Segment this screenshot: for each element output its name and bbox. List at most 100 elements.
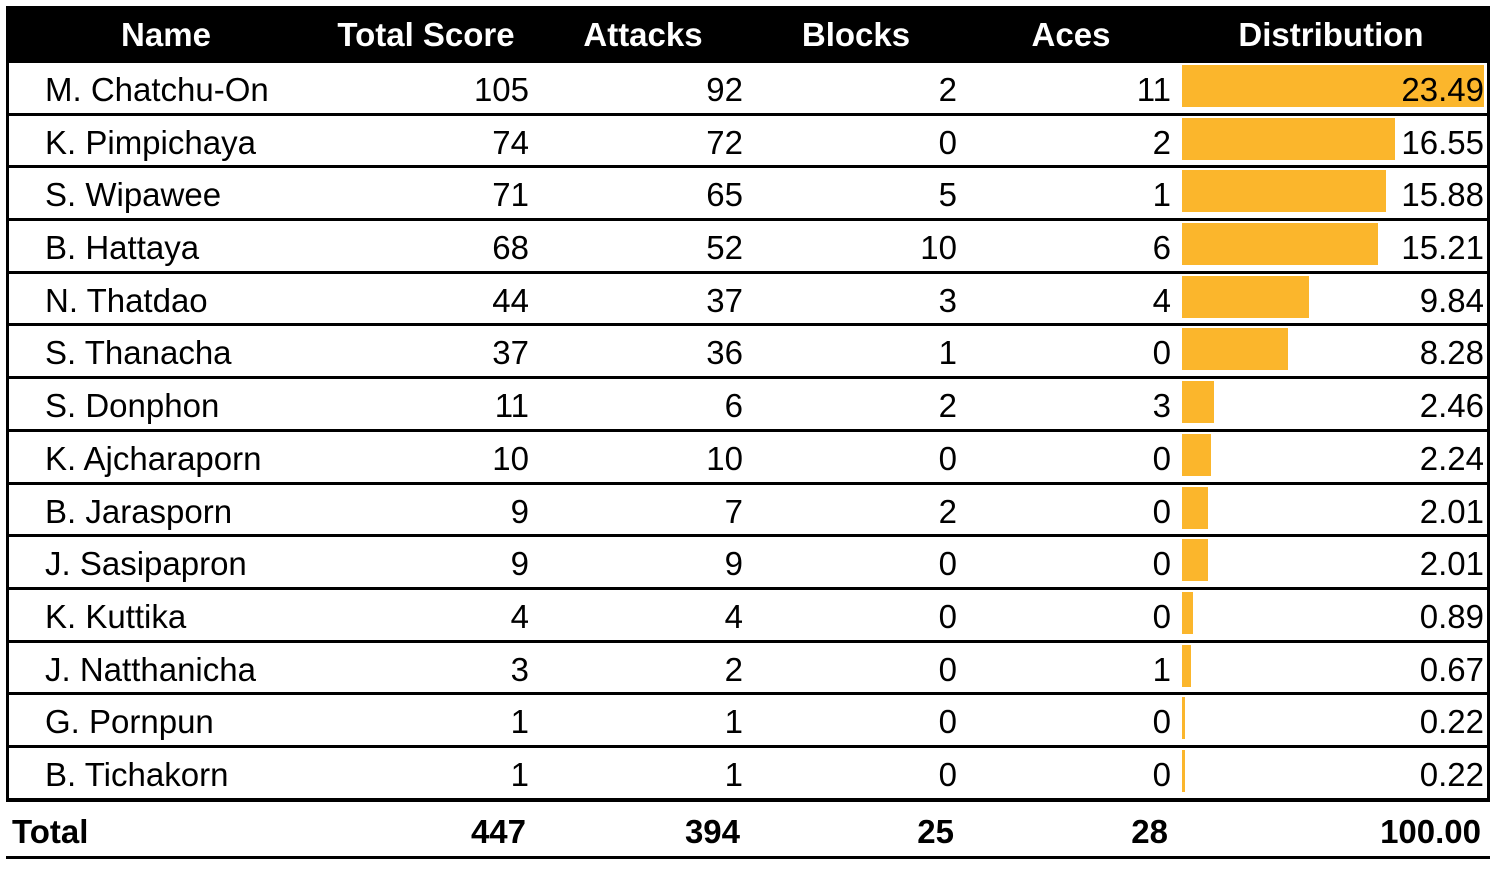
table-row: K. Pimpichaya 74 72 0 2 16.55 [6, 115, 1490, 169]
attacks-cell: 72 [706, 123, 743, 161]
aces-cell: 0 [1152, 703, 1171, 741]
distribution-cell: 8.28 [1182, 326, 1484, 375]
aces-cell: 3 [1152, 387, 1171, 425]
distribution-bar [1182, 170, 1387, 213]
aces-cell: 4 [1152, 281, 1171, 319]
player-name: K. Pimpichaya [45, 123, 256, 161]
distribution-cell: 16.55 [1182, 116, 1484, 165]
distribution-value: 0.22 [1419, 703, 1484, 741]
attacks-cell: 4 [724, 597, 743, 635]
attacks-cell: 1 [724, 755, 743, 793]
total-score-cell: 44 [492, 281, 529, 319]
distribution-cell: 15.88 [1182, 168, 1484, 217]
blocks-cell: 2 [938, 71, 957, 108]
total-label: Total [12, 813, 89, 850]
total-score-cell: 10 [492, 439, 529, 477]
blocks-cell: 3 [938, 281, 957, 319]
distribution-cell: 2.46 [1182, 379, 1484, 428]
player-name: B. Tichakorn [45, 755, 229, 793]
total-aces: 28 [1131, 813, 1168, 850]
table-row: S. Thanacha 37 36 1 0 8.28 [6, 326, 1490, 380]
aces-cell: 0 [1152, 755, 1171, 793]
table-row: J. Sasipapron 9 9 0 0 2.01 [6, 537, 1490, 590]
total-score-cell: 71 [492, 176, 529, 214]
header-name: Name [121, 16, 211, 53]
distribution-value: 2.24 [1419, 439, 1484, 477]
attacks-cell: 1 [724, 703, 743, 741]
distribution-bar [1182, 65, 1484, 107]
distribution-bar [1182, 591, 1194, 634]
blocks-cell: 5 [938, 176, 957, 214]
attacks-cell: 2 [724, 650, 743, 688]
table-row: G. Pornpun 1 1 0 0 0.22 [6, 695, 1490, 748]
table-row: S. Wipawee 71 65 5 1 15.88 [6, 168, 1490, 222]
total-score-cell: 3 [510, 650, 529, 688]
distribution-value: 2.01 [1419, 545, 1484, 583]
aces-cell: 6 [1152, 229, 1171, 267]
distribution-cell: 23.49 [1182, 63, 1484, 112]
blocks-cell: 0 [938, 123, 957, 161]
distribution-bar [1182, 381, 1214, 424]
header-total-score: Total Score [337, 16, 515, 53]
distribution-cell: 15.21 [1182, 221, 1484, 270]
aces-cell: 11 [1136, 71, 1171, 108]
total-score: 447 [470, 813, 526, 850]
table-row: N. Thatdao 44 37 3 4 9.84 [6, 273, 1490, 327]
total-score-cell: 37 [492, 334, 529, 372]
blocks-cell: 0 [938, 755, 957, 793]
blocks-cell: 2 [938, 387, 957, 425]
table-header: Name Total Score Attacks Blocks Aces Dis… [6, 6, 1490, 63]
distribution-value: 9.84 [1419, 281, 1484, 319]
attacks-cell: 9 [724, 545, 743, 583]
attacks-cell: 65 [706, 176, 743, 214]
aces-cell: 1 [1152, 176, 1171, 214]
distribution-bar [1182, 223, 1378, 266]
aces-cell: 0 [1152, 439, 1171, 477]
player-name: S. Thanacha [45, 334, 232, 372]
distribution-value: 0.22 [1419, 755, 1484, 793]
aces-cell: 1 [1152, 650, 1171, 688]
player-name: K. Kuttika [45, 597, 187, 635]
total-score-cell: 1 [510, 755, 529, 793]
total-blocks: 25 [917, 813, 954, 850]
distribution-bar [1182, 117, 1395, 160]
distribution-cell: 0.67 [1182, 643, 1484, 692]
table-row: M. Chatchu-On 105 92 2 11 23.49 [6, 63, 1490, 116]
aces-cell: 0 [1152, 545, 1171, 583]
total-score-cell: 9 [510, 545, 529, 583]
aces-cell: 0 [1152, 597, 1171, 635]
header-distribution: Distribution [1238, 16, 1424, 53]
distribution-value: 15.88 [1401, 176, 1484, 214]
distribution-bar [1182, 328, 1289, 371]
table-row: J. Natthanicha 3 2 0 1 0.67 [6, 642, 1490, 696]
attacks-cell: 37 [706, 281, 743, 319]
player-name: B. Jarasporn [45, 492, 233, 530]
distribution-value: 16.55 [1401, 123, 1484, 161]
attacks-cell: 6 [724, 387, 743, 425]
distribution-bar [1182, 644, 1191, 687]
distribution-cell: 9.84 [1182, 274, 1484, 323]
total-score-cell: 105 [473, 71, 529, 108]
total-distribution: 100.00 [1380, 813, 1481, 850]
aces-cell: 0 [1152, 492, 1171, 530]
blocks-cell: 1 [938, 334, 957, 372]
attacks-cell: 10 [706, 439, 743, 477]
player-name: N. Thatdao [45, 281, 208, 319]
distribution-bar [1182, 697, 1185, 740]
attacks-cell: 92 [706, 71, 743, 108]
player-name: M. Chatchu-On [45, 71, 269, 108]
table-row: K. Ajcharaporn 10 10 0 0 2.24 [6, 431, 1490, 485]
table-row: K. Kuttika 4 4 0 0 0.89 [6, 589, 1490, 643]
header-attacks: Attacks [583, 16, 703, 53]
blocks-cell: 0 [938, 545, 957, 583]
distribution-cell: 0.22 [1182, 748, 1484, 797]
total-score-cell: 74 [492, 123, 529, 161]
distribution-cell: 2.24 [1182, 432, 1484, 481]
aces-cell: 0 [1152, 334, 1171, 372]
player-name: S. Donphon [45, 387, 220, 425]
attacks-cell: 7 [724, 492, 743, 530]
player-name: B. Hattaya [45, 229, 200, 267]
total-score-cell: 11 [494, 387, 529, 425]
distribution-value: 0.89 [1419, 597, 1484, 635]
header-aces: Aces [1031, 16, 1111, 53]
